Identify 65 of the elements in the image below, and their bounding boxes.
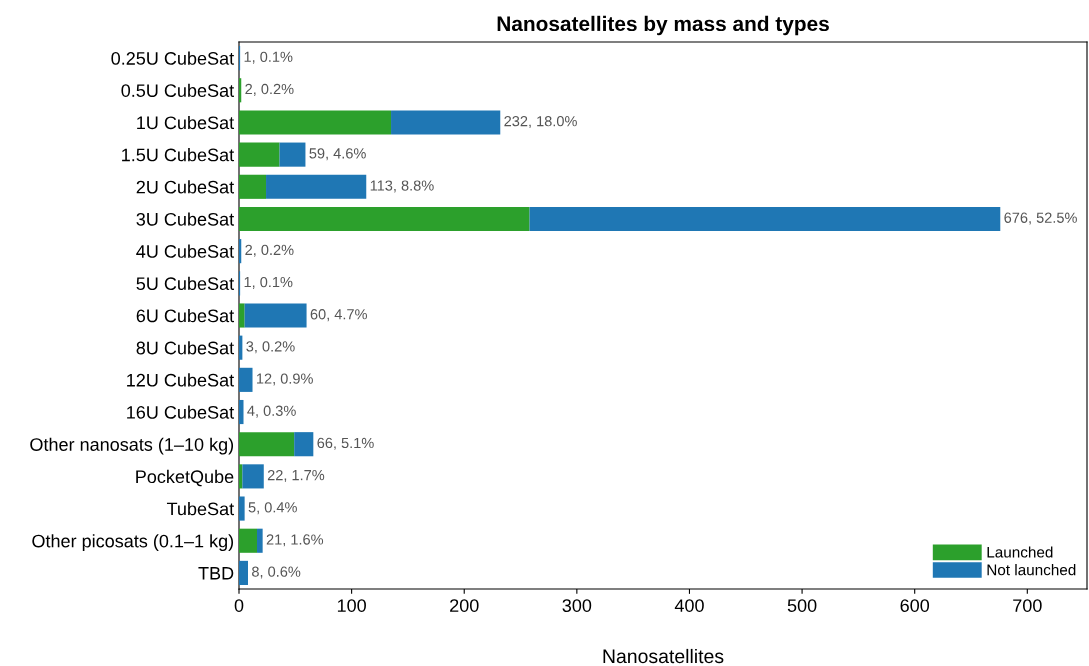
bar bbox=[239, 174, 267, 199]
y-tick-label: 1.5U CubeSat bbox=[122, 148, 235, 162]
bar bbox=[529, 206, 1001, 232]
bar bbox=[239, 560, 249, 585]
bar bbox=[239, 142, 280, 167]
y-tick-label: 1U CubeSat bbox=[137, 115, 235, 130]
x-tick-label: 600 bbox=[900, 599, 930, 612]
y-tick-label: 8U CubeSat bbox=[136, 341, 235, 355]
bar bbox=[239, 206, 530, 232]
legend-label: Not launched bbox=[987, 564, 1076, 576]
y-tick-label: PocketQube bbox=[136, 469, 234, 487]
bar bbox=[391, 110, 501, 135]
bar bbox=[239, 303, 245, 328]
total-label: 12, 0.9% bbox=[257, 373, 313, 386]
y-tick-label: 6U CubeSat bbox=[136, 308, 235, 323]
total-label: 22, 1.7% bbox=[267, 469, 325, 483]
legend-label: Launched bbox=[987, 546, 1053, 558]
y-tick-label: 16U CubeSat bbox=[127, 405, 235, 419]
x-tick-label: 300 bbox=[562, 599, 592, 612]
total-label: 676, 52.5% bbox=[1004, 212, 1077, 225]
x-tick-label: 0 bbox=[234, 599, 244, 612]
y-tick-label: TubeSat bbox=[166, 502, 235, 516]
total-label: 21, 1.6% bbox=[266, 534, 324, 547]
bar bbox=[266, 174, 367, 199]
total-label: 60, 4.7% bbox=[310, 309, 367, 322]
total-label: 1, 0.1% bbox=[244, 276, 293, 289]
bar bbox=[239, 528, 258, 553]
total-label: 1, 0.1% bbox=[244, 51, 293, 64]
bar bbox=[244, 303, 307, 328]
y-tick-label: Other nanosats (1–10 kg) bbox=[30, 437, 234, 455]
bar bbox=[239, 367, 253, 392]
y-tick-label: 0.25U CubeSat bbox=[111, 51, 235, 65]
y-tick-label: 12U CubeSat bbox=[127, 373, 235, 387]
bar bbox=[242, 464, 264, 489]
bar bbox=[239, 110, 392, 135]
x-tick-label: 500 bbox=[787, 599, 817, 612]
total-label: 2, 0.2% bbox=[245, 83, 294, 96]
y-tick-label: 0.5U CubeSat bbox=[121, 83, 235, 97]
y-tick-label: Other picosats (0.1–1 kg) bbox=[32, 534, 234, 552]
total-label: 2, 0.2% bbox=[245, 244, 294, 257]
bar bbox=[257, 528, 263, 553]
total-label: 4, 0.3% bbox=[247, 405, 296, 418]
total-label: 113, 8.8% bbox=[370, 180, 434, 193]
bar bbox=[239, 399, 244, 425]
x-tick-label: 400 bbox=[674, 599, 704, 612]
chart-title: Nanosatellites by mass and types bbox=[497, 15, 829, 36]
x-tick-label: 200 bbox=[450, 599, 479, 612]
total-label: 8, 0.6% bbox=[252, 566, 301, 579]
x-tick-label: 700 bbox=[1013, 599, 1042, 612]
total-label: 232, 18.0% bbox=[504, 116, 577, 129]
y-tick-label: 5U CubeSat bbox=[136, 276, 235, 291]
total-label: 5, 0.4% bbox=[248, 502, 297, 515]
x-tick-label: 100 bbox=[337, 599, 366, 612]
y-tick-label: 4U CubeSat bbox=[136, 244, 235, 258]
bar bbox=[294, 432, 314, 457]
x-axis-title: Nanosatellites bbox=[603, 648, 724, 664]
total-label: 66, 5.1% bbox=[317, 437, 374, 450]
bar bbox=[239, 432, 295, 457]
y-tick-label: 2U CubeSat bbox=[136, 180, 235, 194]
bar bbox=[279, 142, 306, 167]
y-tick-label: TBD bbox=[198, 567, 234, 580]
y-tick-label: 3U CubeSat bbox=[136, 212, 235, 226]
total-label: 3, 0.2% bbox=[246, 341, 295, 354]
bar bbox=[239, 496, 245, 521]
total-label: 59, 4.6% bbox=[309, 148, 366, 161]
